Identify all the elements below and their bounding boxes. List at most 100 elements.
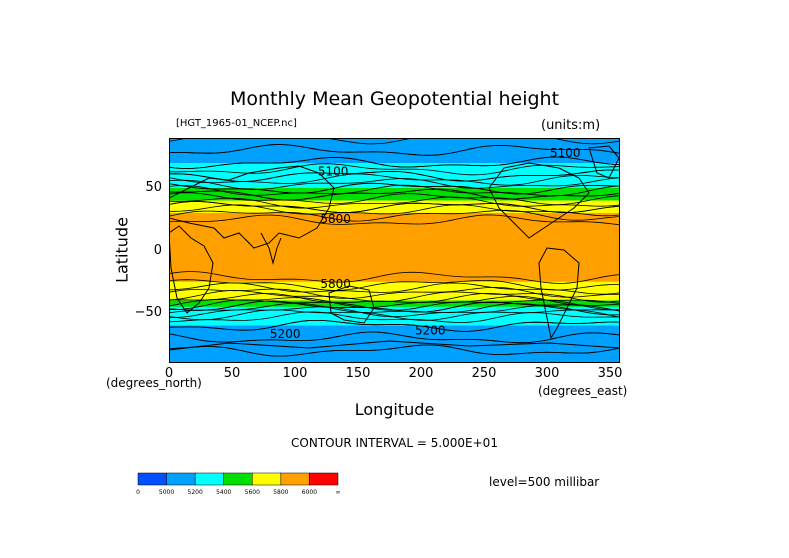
units-label: (units:m) (541, 118, 601, 133)
contour-line (169, 292, 620, 304)
y-tick-label: −50 (134, 305, 162, 320)
contour-line (169, 204, 620, 217)
height-band (169, 138, 620, 151)
colorbar-swatch (280, 472, 310, 486)
contour-line (169, 344, 620, 357)
contour-line (169, 184, 620, 197)
x-tick-label: 200 (408, 366, 434, 381)
contour-label: 5100 (550, 146, 581, 160)
contour-line (169, 271, 620, 284)
height-band (169, 225, 620, 233)
contour-line (169, 290, 620, 303)
contour-label: 5200 (270, 327, 301, 341)
contour-line (169, 156, 620, 170)
contour-labels: 5100 5100 5800 5800 5200 5200 (270, 146, 581, 341)
colorbar-swatch (137, 472, 167, 486)
contour-label: 5800 (320, 212, 351, 226)
coastline-eurasia (169, 165, 335, 249)
contour-line (169, 214, 620, 226)
colorbar-swatch (194, 472, 224, 486)
height-band (169, 188, 620, 195)
contour-label: 5200 (415, 323, 446, 337)
x-tick-label: 150 (345, 366, 371, 381)
coastline-india (260, 232, 282, 265)
contour-label: 5100 (318, 165, 349, 179)
contour-line (169, 295, 620, 308)
colorbar-tick-label: 5600 (244, 489, 260, 496)
contour-line (169, 138, 620, 145)
height-band (169, 300, 620, 308)
height-band (169, 319, 620, 326)
coastline-south-america (538, 247, 580, 340)
coastline-africa (169, 225, 214, 314)
source-file-label: [HGT_1965-01_NCEP.nc] (176, 118, 297, 129)
contour-line (169, 192, 620, 206)
contour-line (169, 279, 620, 291)
height-band (169, 288, 620, 295)
x-tick-label: 300 (534, 366, 560, 381)
colorbar-swatch (252, 472, 282, 486)
contour-line (169, 182, 620, 195)
colorbar-tick-label: 5200 (187, 489, 203, 496)
height-band (169, 219, 620, 226)
x-tick-label: 100 (282, 366, 308, 381)
coastline-antarctica (169, 340, 620, 351)
colorbar-swatch (223, 472, 253, 486)
contour-line (169, 201, 620, 214)
chart-title: Monthly Mean Geopotential height (229, 88, 560, 110)
x-tick-label: 250 (471, 366, 497, 381)
contour-line (169, 320, 620, 332)
contour-line (169, 188, 620, 201)
height-band (169, 231, 620, 251)
contour-label: 5800 (320, 277, 351, 291)
x-tick-label: 50 (223, 366, 241, 381)
height-band (169, 350, 620, 363)
contour-interval-text: CONTOUR INTERVAL = 5.000E+01 (291, 436, 498, 450)
x-tick-label: 0 (164, 366, 174, 381)
colorbar-tick-label: 5800 (273, 489, 289, 496)
contour-line (169, 331, 620, 344)
filled-bands (169, 138, 620, 363)
y-unit-label: (degrees_north) (106, 376, 202, 390)
colorbar-tick-label: 5000 (158, 489, 175, 496)
coastline-greenland (588, 145, 620, 179)
y-tick-label: 0 (153, 243, 162, 258)
contour-line (169, 311, 620, 323)
contour-line (169, 287, 619, 299)
height-band (169, 294, 620, 301)
colorbar (137, 472, 339, 486)
colorbar-tick-label: 6000 (301, 489, 318, 496)
height-band (169, 206, 620, 214)
height-band (169, 194, 620, 201)
colorbar-tick-label: 0 (136, 489, 140, 496)
height-band (169, 281, 620, 289)
x-tick-label: 350 (597, 366, 623, 381)
colorbar-tick-label: ∞ (335, 489, 341, 496)
height-band (169, 200, 620, 208)
x-unit-label: (degrees_east) (538, 384, 628, 398)
height-band (169, 150, 620, 164)
contour-line (169, 144, 620, 156)
coastline-north-america (488, 162, 590, 239)
level-label: level=500 millibar (489, 475, 600, 489)
height-band (169, 269, 620, 276)
contour-line (169, 209, 620, 222)
coastlines (169, 145, 620, 351)
contour-line (169, 173, 620, 186)
contour-lines (169, 138, 620, 357)
height-band (169, 275, 620, 283)
coastline-australia (328, 285, 375, 324)
height-band (169, 325, 620, 339)
colorbar-swatch (166, 472, 196, 486)
y-axis-label: Latitude (112, 217, 132, 283)
contour-line (169, 196, 620, 209)
colorbar-tick-label: 5400 (216, 489, 232, 496)
contour-map-plot: 5100 5100 5800 5800 5200 5200 (169, 138, 620, 363)
x-axis-label: Longitude (354, 400, 435, 419)
height-band (169, 338, 620, 351)
plot-frame (169, 138, 620, 363)
colorbar-swatch (309, 472, 339, 486)
y-tick-label: 50 (145, 180, 162, 195)
contour-line (169, 302, 620, 314)
height-band (169, 250, 620, 270)
